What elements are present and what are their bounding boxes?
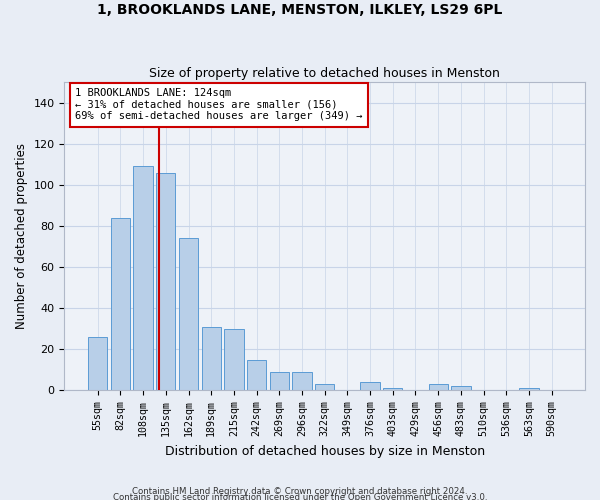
Text: Contains HM Land Registry data © Crown copyright and database right 2024.: Contains HM Land Registry data © Crown c… (132, 486, 468, 496)
X-axis label: Distribution of detached houses by size in Menston: Distribution of detached houses by size … (164, 444, 485, 458)
Bar (292, 372, 311, 390)
Text: Contains public sector information licensed under the Open Government Licence v3: Contains public sector information licen… (113, 492, 487, 500)
Bar (428, 384, 448, 390)
Bar (156, 172, 175, 390)
Bar (179, 238, 198, 390)
Bar (361, 382, 380, 390)
Bar (520, 388, 539, 390)
Bar (315, 384, 334, 390)
Bar (224, 329, 244, 390)
Bar (247, 360, 266, 390)
Bar (269, 372, 289, 390)
Bar (133, 166, 153, 390)
Bar (111, 218, 130, 390)
Bar (383, 388, 403, 390)
Bar (202, 326, 221, 390)
Bar (451, 386, 470, 390)
Text: 1, BROOKLANDS LANE, MENSTON, ILKLEY, LS29 6PL: 1, BROOKLANDS LANE, MENSTON, ILKLEY, LS2… (97, 2, 503, 16)
Text: 1 BROOKLANDS LANE: 124sqm
← 31% of detached houses are smaller (156)
69% of semi: 1 BROOKLANDS LANE: 124sqm ← 31% of detac… (75, 88, 362, 122)
Title: Size of property relative to detached houses in Menston: Size of property relative to detached ho… (149, 66, 500, 80)
Y-axis label: Number of detached properties: Number of detached properties (15, 143, 28, 329)
Bar (88, 337, 107, 390)
